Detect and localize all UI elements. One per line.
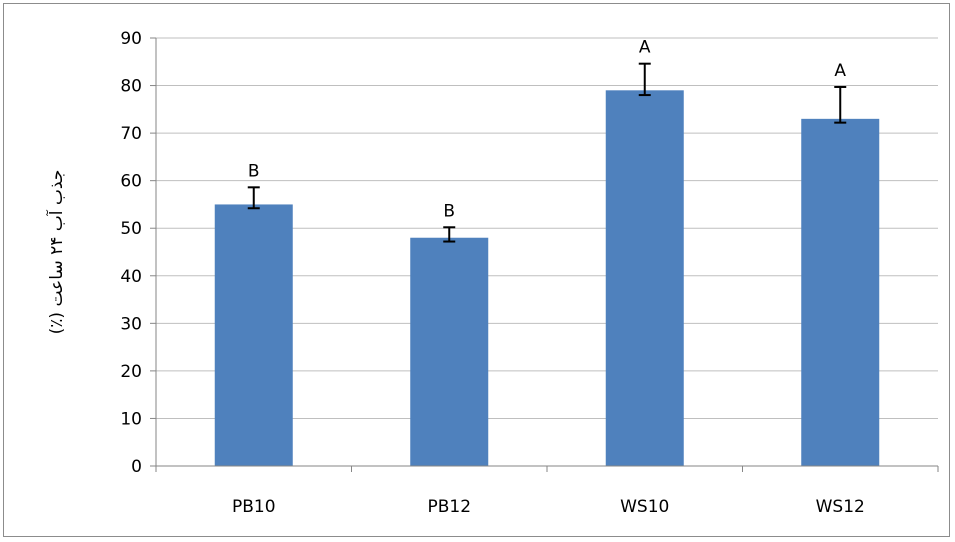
group-letter-pb12: B (443, 201, 455, 221)
group-letters: B B A A (248, 38, 847, 222)
group-letter-pb10: B (248, 161, 260, 181)
group-letter-ws12: A (834, 61, 846, 81)
y-tick-label: 0 (131, 457, 142, 477)
x-tick-label: WS10 (620, 497, 669, 517)
y-tick-label: 50 (120, 219, 142, 239)
y-tick-labels: 0 10 20 30 40 50 60 70 80 90 (120, 29, 142, 477)
axes (150, 37, 939, 472)
y-tick-label: 30 (120, 314, 142, 334)
error-bars (247, 62, 847, 243)
x-tick-label: PB12 (427, 497, 471, 517)
x-tick-label: PB10 (232, 497, 276, 517)
group-letter-ws10: A (639, 38, 651, 58)
x-tick-labels: PB10 PB12 WS10 WS12 (232, 497, 865, 517)
y-axis-label: جذب آب ۲۴ ساعت (٪) (45, 170, 67, 335)
bar-pb12 (410, 237, 489, 466)
y-tick-label: 60 (120, 172, 142, 192)
x-tick-label: WS12 (816, 497, 865, 517)
y-tick-label: 20 (120, 362, 142, 382)
y-tick-label: 10 (120, 409, 142, 429)
y-tick-label: 40 (120, 267, 142, 287)
y-tick-label: 70 (120, 124, 142, 144)
y-tick-label: 90 (120, 29, 142, 49)
bar-ws12 (801, 118, 880, 466)
bar-pb10 (214, 204, 293, 466)
y-tick-label: 80 (120, 77, 142, 97)
bar-ws10 (605, 90, 684, 467)
bars (214, 90, 880, 467)
